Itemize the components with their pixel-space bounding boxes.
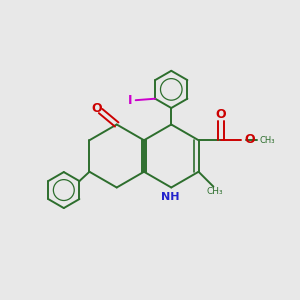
Text: I: I [128, 94, 133, 107]
Text: NH: NH [161, 192, 180, 202]
Text: O: O [216, 108, 226, 121]
Text: CH₃: CH₃ [207, 188, 223, 196]
Text: O: O [92, 102, 102, 115]
Text: CH₃: CH₃ [260, 136, 275, 145]
Text: O: O [244, 134, 255, 146]
